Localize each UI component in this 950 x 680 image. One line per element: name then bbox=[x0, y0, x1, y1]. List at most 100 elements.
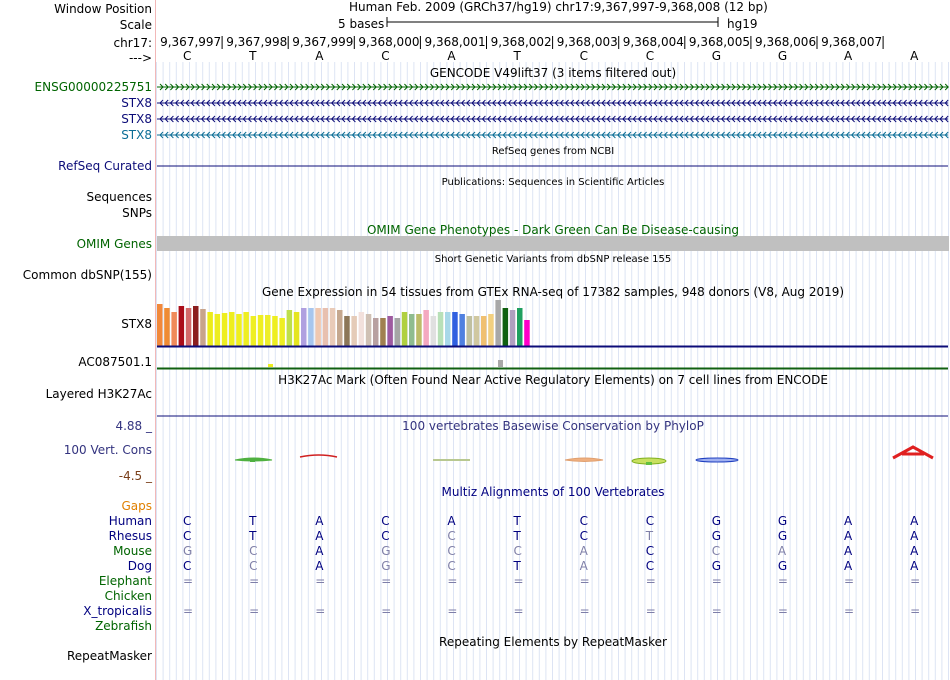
base-letter: C bbox=[645, 49, 655, 63]
gencode-chevrons bbox=[159, 115, 949, 123]
gtex-bar bbox=[308, 308, 314, 346]
alignment-base: = bbox=[249, 574, 260, 588]
base-letter: C bbox=[183, 49, 192, 63]
gencode-track-label-stx8-1[interactable]: STX8 bbox=[121, 96, 152, 110]
alignment-base: G bbox=[777, 559, 788, 573]
phylop-label[interactable]: 100 Vert. Cons bbox=[63, 443, 152, 457]
alignment-base: G bbox=[777, 514, 788, 528]
gtex-bar bbox=[517, 308, 523, 346]
scale-text: 5 bases bbox=[338, 17, 385, 31]
alignment-base: C bbox=[711, 544, 721, 558]
gencode-title: GENCODE V49lift37 (3 items filtered out) bbox=[429, 66, 677, 80]
h3k27ac-title: H3K27Ac Mark (Often Found Near Active Re… bbox=[278, 373, 828, 387]
base-letter: G bbox=[777, 49, 788, 63]
alignment-base: C bbox=[645, 559, 655, 573]
repeatmasker-label[interactable]: RepeatMasker bbox=[66, 649, 152, 663]
alignment-base: A bbox=[447, 514, 456, 528]
gtex-bar bbox=[250, 316, 257, 346]
gencode-chevrons bbox=[159, 131, 949, 139]
alignment-base: T bbox=[645, 529, 654, 543]
alignment-base: C bbox=[447, 544, 456, 558]
h3k27ac-label[interactable]: Layered H3K27Ac bbox=[45, 387, 152, 401]
alignment-base: = bbox=[844, 574, 855, 588]
gtex-bar bbox=[380, 318, 386, 346]
alignment-base: C bbox=[249, 559, 258, 573]
gtex-bar bbox=[185, 308, 192, 346]
base-letter: A bbox=[447, 49, 456, 63]
alignment-base: A bbox=[844, 514, 853, 528]
gtex-label-stx8[interactable]: STX8 bbox=[121, 317, 152, 331]
species-label-zebrafish[interactable]: Zebrafish bbox=[95, 619, 152, 633]
gtex-bar bbox=[293, 312, 300, 346]
gtex-bar bbox=[257, 315, 264, 346]
alignment-base: C bbox=[645, 544, 655, 558]
species-label-human[interactable]: Human bbox=[108, 514, 152, 528]
alignment-base: = bbox=[910, 604, 921, 618]
publications-snps-label[interactable]: SNPs bbox=[122, 206, 152, 220]
alignment-base: G bbox=[711, 529, 722, 543]
species-label-chicken[interactable]: Chicken bbox=[104, 589, 152, 603]
gtex-bar bbox=[509, 310, 516, 346]
omim-label[interactable]: OMIM Genes bbox=[76, 237, 152, 251]
species-label-dog[interactable]: Dog bbox=[127, 559, 152, 573]
dbsnp-label[interactable]: Common dbSNP(155) bbox=[22, 268, 152, 282]
alignment-base: T bbox=[513, 529, 521, 543]
alignment-base: = bbox=[777, 604, 788, 618]
gtex-bar bbox=[214, 314, 221, 346]
phylop-letter-a bbox=[299, 454, 338, 458]
species-label-rhesus[interactable]: Rhesus bbox=[108, 529, 152, 543]
repeatmasker-title: Repeating Elements by RepeatMasker bbox=[439, 635, 667, 649]
alignment-base: A bbox=[579, 559, 588, 573]
alignment-base: C bbox=[513, 544, 522, 558]
chrom-label: chr17: bbox=[113, 36, 152, 50]
alignment-base: A bbox=[910, 529, 919, 543]
alignment-base: = bbox=[645, 574, 656, 588]
gtex-bar bbox=[344, 316, 350, 346]
alignment-base: = bbox=[910, 574, 921, 588]
gtex-bar bbox=[236, 314, 242, 346]
gencode-track-label-stx8-3[interactable]: STX8 bbox=[121, 128, 152, 142]
gtex-small-bar bbox=[498, 360, 503, 367]
gtex-label-ac087501[interactable]: AC087501.1 bbox=[78, 355, 152, 369]
alignment-base: C bbox=[381, 514, 390, 528]
species-label-x_tropicalis[interactable]: X_tropicalis bbox=[83, 604, 152, 618]
alignment-base: C bbox=[183, 529, 192, 543]
alignment-base: T bbox=[249, 514, 257, 528]
ruler-position: 9,368,001 bbox=[424, 35, 486, 49]
alignment-base: A bbox=[844, 529, 853, 543]
gtex-bar bbox=[207, 312, 213, 346]
phylop-letter-c bbox=[564, 457, 604, 462]
gtex-bar bbox=[171, 312, 177, 346]
species-label-mouse[interactable]: Mouse bbox=[113, 544, 152, 558]
multiz-title: Multiz Alignments of 100 Vertebrates bbox=[441, 485, 665, 499]
publications-title: Publications: Sequences in Scientific Ar… bbox=[441, 177, 665, 188]
gtex-bar bbox=[452, 312, 458, 346]
alignment-base: A bbox=[910, 514, 919, 528]
ruler-position: 9,368,000 bbox=[358, 35, 420, 49]
gtex-bar bbox=[329, 308, 336, 346]
alignment-base: G bbox=[711, 514, 722, 528]
alignment-base: = bbox=[711, 574, 722, 588]
alignment-base: G bbox=[711, 559, 722, 573]
alignment-base: = bbox=[579, 574, 590, 588]
gtex-bar bbox=[301, 308, 307, 346]
strand-arrow-label: ---> bbox=[128, 51, 152, 65]
refseq-label[interactable]: RefSeq Curated bbox=[58, 159, 152, 173]
alignment-base: = bbox=[844, 604, 855, 618]
gtex-bar bbox=[488, 314, 494, 346]
gtex-bar bbox=[481, 316, 487, 346]
gencode-track-label-ensg[interactable]: ENSG00000225751 bbox=[34, 80, 152, 94]
publications-sequences-label[interactable]: Sequences bbox=[86, 190, 152, 204]
gtex-bar bbox=[502, 308, 509, 346]
phylop-letter-a-big bbox=[892, 445, 934, 460]
species-label-elephant[interactable]: Elephant bbox=[98, 574, 152, 588]
base-letter: A bbox=[315, 49, 324, 63]
alignment-base: A bbox=[910, 559, 919, 573]
alignment-base: C bbox=[447, 559, 456, 573]
alignment-base: = bbox=[447, 574, 458, 588]
ruler-position: 9,368,005 bbox=[688, 35, 750, 49]
gtex-bar bbox=[315, 308, 321, 346]
alignment-base: = bbox=[315, 574, 326, 588]
gencode-track-label-stx8-2[interactable]: STX8 bbox=[121, 112, 152, 126]
